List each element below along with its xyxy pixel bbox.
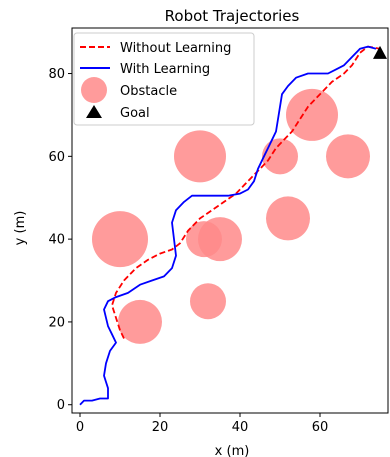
goal-marker <box>373 45 387 59</box>
obstacle-9 <box>286 88 338 141</box>
x-tick-label: 60 <box>312 420 329 435</box>
legend-label: With Learning <box>120 62 210 77</box>
y-axis-label: y (m) <box>13 211 28 246</box>
y-tick-label: 60 <box>48 150 65 165</box>
obstacle-1 <box>92 211 148 268</box>
x-tick-label: 20 <box>152 420 169 435</box>
obstacles-layer <box>92 88 370 344</box>
legend-label: Goal <box>120 106 150 121</box>
x-tick-label: 0 <box>76 420 84 435</box>
goal-layer <box>373 45 387 59</box>
y-tick-label: 20 <box>48 315 65 330</box>
obstacle-5 <box>198 217 242 262</box>
x-axis-ticks: 0 20 40 60 <box>76 413 328 435</box>
x-axis-label: x (m) <box>215 444 250 457</box>
y-axis-ticks: 0 20 40 60 80 <box>48 67 72 413</box>
x-tick-label: 40 <box>232 420 249 435</box>
y-tick-label: 40 <box>48 233 65 248</box>
legend-label: Obstacle <box>120 84 177 99</box>
plot-frame <box>71 27 389 414</box>
obstacle-6 <box>190 283 226 320</box>
y-tick-label: 0 <box>57 398 65 413</box>
series-layer <box>79 45 381 406</box>
obstacle-2 <box>118 299 162 344</box>
legend-label: Without Learning <box>120 41 231 56</box>
y-tick-label: 80 <box>48 67 65 82</box>
obstacle-7 <box>262 138 298 175</box>
legend: Without Learning With Learning Obstacle Goa… <box>73 32 255 126</box>
legend-swatch-goal <box>86 105 102 118</box>
legend-box <box>73 32 255 126</box>
series-without-learning <box>111 45 381 339</box>
chart-title: Robot Trajectories <box>165 7 300 25</box>
legend-swatch-obstacle <box>81 77 107 103</box>
obstacle-8 <box>266 196 310 241</box>
obstacle-3 <box>174 130 226 183</box>
series-with-learning <box>79 45 377 406</box>
obstacle-10 <box>326 134 370 179</box>
